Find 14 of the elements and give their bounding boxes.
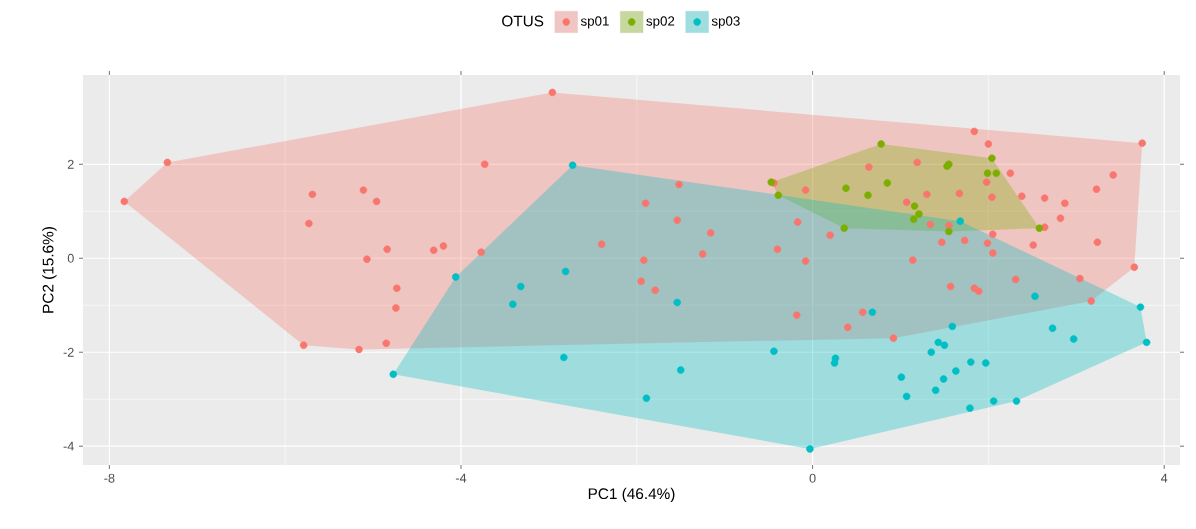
y-axis-title: PC2 (15.6%) bbox=[42, 227, 57, 313]
y-tick-label: 0 bbox=[67, 253, 74, 263]
legend-label: sp01 bbox=[580, 16, 609, 29]
legend-title: OTUS bbox=[502, 15, 544, 27]
x-tick-label: -8 bbox=[104, 473, 115, 483]
x-tick-label: 4 bbox=[1160, 473, 1168, 483]
x-axis-title: PC1 (46.4%) bbox=[588, 487, 675, 503]
x-tick-label: -4 bbox=[455, 473, 467, 483]
y-tick-label: 2 bbox=[67, 159, 74, 169]
legend-label: sp02 bbox=[646, 16, 675, 29]
y-tick-label: -4 bbox=[63, 441, 74, 451]
legend-label: sp03 bbox=[711, 16, 740, 29]
y-tick-label: -2 bbox=[63, 347, 74, 357]
x-tick-label: 0 bbox=[809, 473, 816, 483]
